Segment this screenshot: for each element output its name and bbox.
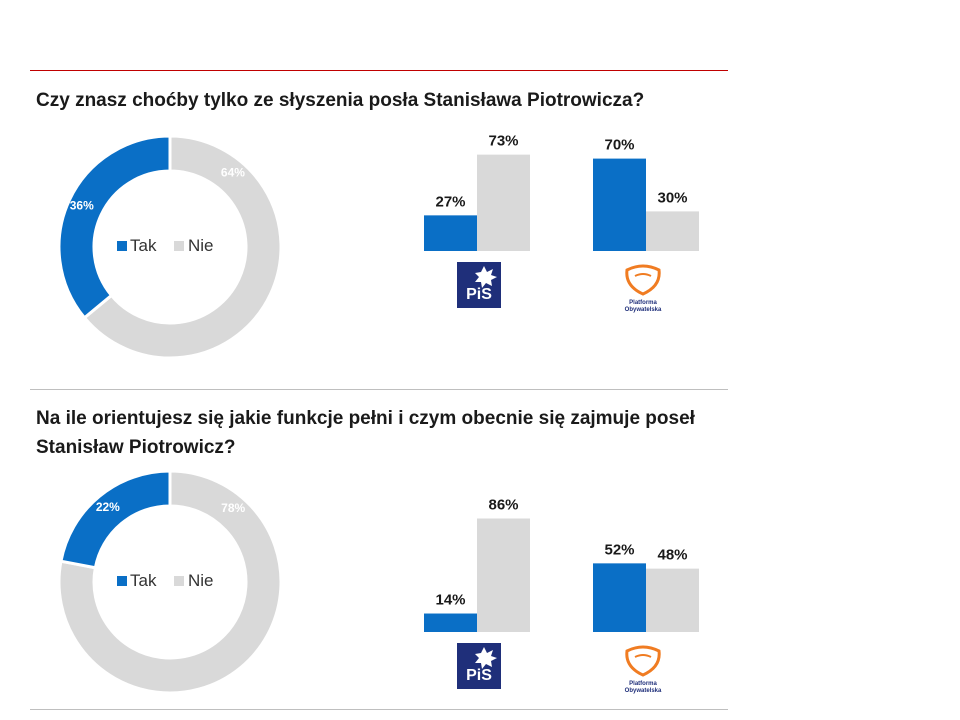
pis-logo: PiS: [457, 643, 501, 689]
question-1: Czy znasz choćby tylko ze słyszenia posł…: [36, 90, 645, 111]
po-logo-text-2: Obywatelska: [625, 307, 662, 313]
legend-label-tak: Tak: [130, 236, 157, 255]
donut-label-tak: 36%: [70, 198, 94, 212]
donut-slice-nie: [82, 134, 283, 360]
po-logo-text-2: Obywatelska: [625, 688, 662, 694]
header-rule: [30, 70, 728, 71]
bar-label-po-tak: 52%: [604, 541, 634, 558]
question-2: Na ile orientujesz się jakie funkcje peł…: [36, 408, 695, 458]
legend-label-tak: Tak: [130, 571, 157, 590]
bar-label-pis-nie: 86%: [488, 496, 518, 513]
bar-po-tak: [593, 158, 646, 251]
bottom-divider: [30, 709, 728, 710]
po-logo-text-1: Platforma: [629, 681, 657, 687]
pis-logo-text: PiS: [466, 667, 492, 684]
bar-pis-nie: [477, 518, 530, 632]
po-logo-text-1: Platforma: [629, 300, 657, 306]
legend-swatch-tak: [117, 241, 127, 251]
bar-pis-tak: [424, 613, 477, 632]
legend-swatch-nie: [174, 576, 184, 586]
bar-po-nie: [646, 568, 699, 632]
legend-label-nie: Nie: [188, 571, 214, 590]
donut-slice-nie: [57, 469, 283, 695]
legend-swatch-nie: [174, 241, 184, 251]
bar-po-nie: [646, 211, 699, 251]
bar-label-po-nie: 30%: [657, 189, 687, 206]
donut-slice-tak: [57, 134, 172, 320]
bar-label-pis-tak: 27%: [435, 193, 465, 210]
donut-label-nie: 64%: [221, 166, 245, 180]
chart-section-2: 22% 78% Tak Nie 14% 86% 52% 48% PiS PlatformaObyw…: [57, 469, 699, 695]
donut-label-nie: 78%: [221, 501, 245, 515]
donut-label-tak: 22%: [96, 500, 120, 514]
bar-pis-tak: [424, 215, 477, 251]
section-divider: [30, 389, 728, 390]
legend-swatch-tak: [117, 576, 127, 586]
pis-logo: PiS: [457, 262, 501, 308]
chart-section-1: 36% 64% Tak Nie 27% 73% 70% 30% PiS PlatformaObyw…: [57, 133, 699, 360]
bar-label-pis-tak: 14%: [435, 592, 465, 609]
donut-slice-tak: [59, 469, 172, 570]
bar-label-pis-nie: 73%: [488, 133, 518, 150]
bar-po-tak: [593, 563, 646, 632]
legend-label-nie: Nie: [188, 236, 214, 255]
bar-label-po-tak: 70%: [604, 137, 634, 154]
bar-label-po-nie: 48%: [657, 547, 687, 564]
pis-logo-text: PiS: [466, 286, 492, 303]
bar-pis-nie: [477, 154, 530, 251]
